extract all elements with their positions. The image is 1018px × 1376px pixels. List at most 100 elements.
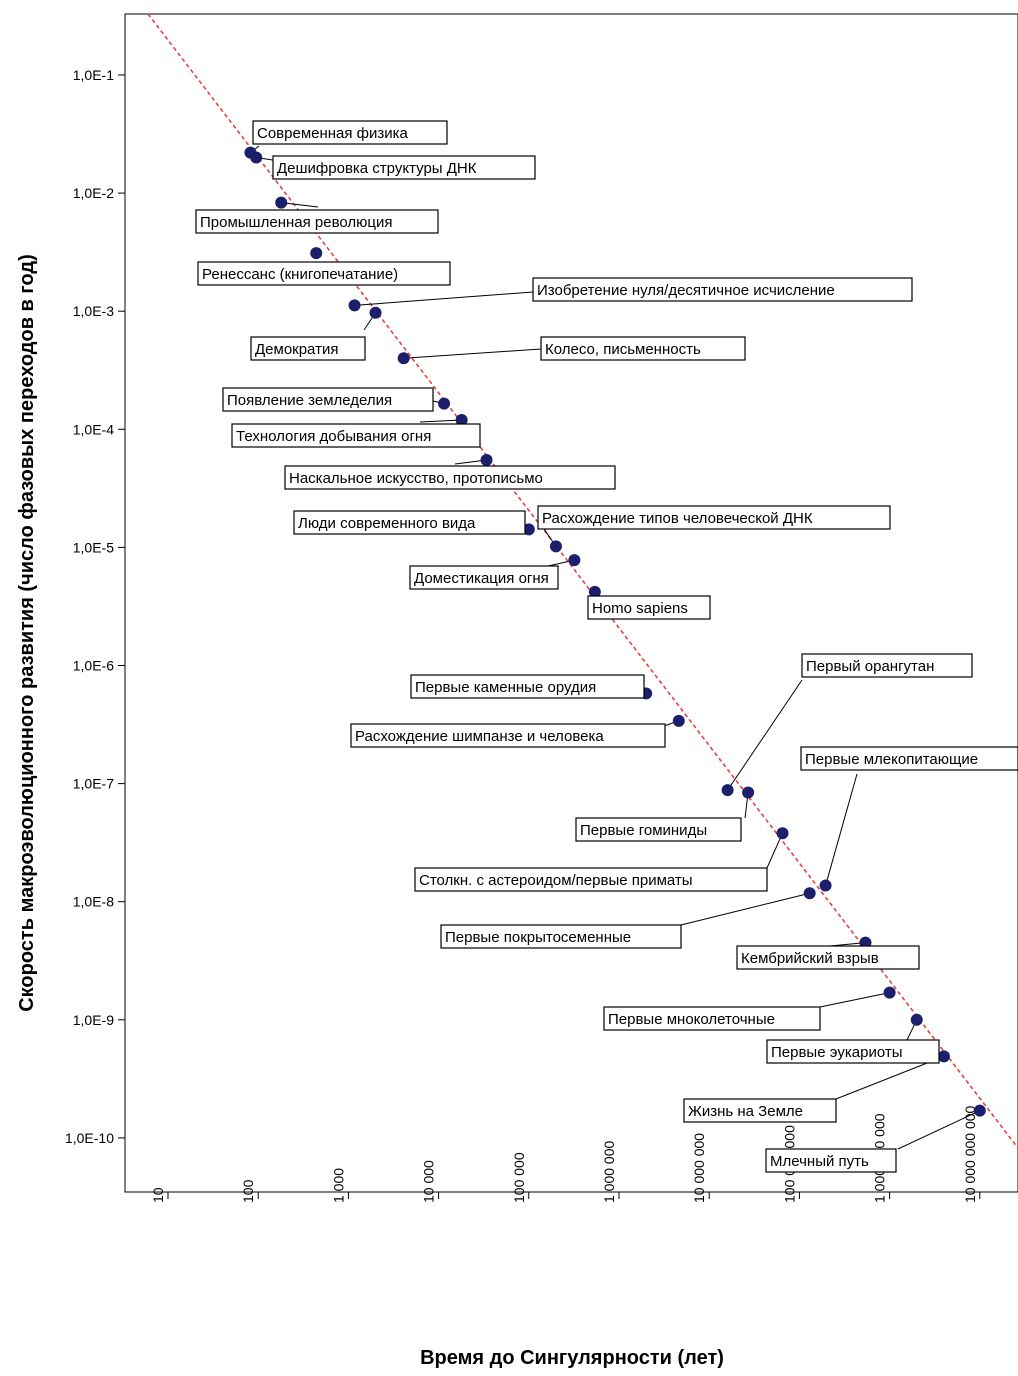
point-label: Первые каменные орудия (415, 679, 596, 696)
point-label: Расхождение шимпанзе и человека (355, 728, 604, 745)
y-tick-label: 1,0E-3 (73, 303, 114, 319)
data-point (480, 453, 493, 466)
point-label: Колесо, письменность (545, 341, 701, 358)
leader-line (897, 1110, 981, 1150)
point-label: Дешифровка структуры ДНК (277, 160, 477, 177)
data-point (369, 306, 382, 319)
trendline (147, 13, 1018, 1149)
leader-line (766, 833, 783, 869)
point-label-box (765, 1148, 897, 1173)
point-label: Промышленная революция (200, 214, 392, 231)
y-tick-label: 1,0E-9 (73, 1012, 114, 1028)
data-point (522, 523, 535, 536)
leader-line (403, 348, 542, 359)
point-label-box (231, 423, 481, 448)
point-label-box (410, 674, 645, 699)
data-point (742, 786, 755, 799)
y-tick-label: 1,0E-1 (73, 67, 114, 83)
point-label: Появление земледелия (227, 392, 392, 409)
leader-line (680, 892, 810, 926)
point-label-box (801, 653, 973, 678)
y-tick-label: 1,0E-6 (73, 658, 114, 674)
point-label-box (350, 723, 666, 748)
data-points (244, 146, 986, 1117)
data-point (937, 1050, 950, 1063)
x-tick-label: 1 000 (330, 1168, 346, 1203)
leader-line (354, 291, 534, 306)
point-label: Люди современного вида (298, 515, 476, 532)
point-label-box (440, 924, 682, 949)
point-labels: Современная физика Дешифровка структуры Д… (195, 120, 1018, 1173)
y-tick-label: 1,0E-10 (65, 1130, 114, 1146)
x-tick-label: 10 000 (421, 1160, 437, 1203)
point-label: Доместикация огня (414, 570, 549, 587)
point-label-box (414, 867, 768, 892)
point-label-box (293, 510, 526, 535)
y-tick-label: 1,0E-5 (73, 539, 114, 555)
point-label: Первые мноколеточные (608, 1011, 775, 1028)
x-tick-label: 100 000 (511, 1152, 527, 1203)
y-axis-title: Скорость макроэволюционного развития (чи… (16, 254, 38, 1012)
data-point (803, 887, 816, 900)
y-tick-label: 1,0E-4 (73, 421, 114, 437)
point-label-box (587, 595, 711, 620)
point-label: Современная физика (257, 125, 409, 142)
x-axis-title: Время до Сингулярности (лет) (420, 1347, 724, 1369)
y-tick-label: 1,0E-2 (73, 185, 114, 201)
point-label-box (766, 1039, 940, 1064)
x-tick-label: 10 000 000 000 (962, 1105, 978, 1203)
point-label: Первые покрытосеменные (445, 929, 631, 946)
point-label-box (683, 1098, 837, 1123)
data-point (438, 397, 451, 410)
point-label-box (540, 336, 746, 361)
data-point (348, 299, 361, 312)
x-tick-label: 10 000 000 (691, 1133, 707, 1203)
plot-frame (124, 13, 1018, 1193)
data-point (275, 196, 288, 209)
data-point (672, 714, 685, 727)
x-axis: 10 100 1 000 10 000 100 000 1 000 000 10 000 0… (150, 1105, 981, 1203)
point-label: Кембрийский взрыв (741, 950, 879, 967)
data-point (549, 540, 562, 553)
data-point (250, 151, 263, 164)
y-tick-label: 1,0E-8 (73, 894, 114, 910)
point-label-box (532, 277, 913, 302)
point-label: Млечный путь (770, 1153, 869, 1170)
point-label-box (736, 945, 920, 970)
trendline-path (147, 13, 1018, 1149)
point-label-box (197, 261, 451, 286)
point-label: Столкн. с астероидом/первые приматы (419, 872, 693, 889)
leader-line (281, 202, 319, 208)
x-tick-label: 100 (240, 1179, 256, 1203)
y-axis: 1,0E-1 1,0E-2 1,0E-3 1,0E-4 1,0E-5 1,0E-6 1,0E… (65, 67, 125, 1146)
point-label: Первые млекопитающие (805, 751, 978, 768)
data-point (588, 585, 601, 598)
point-label-box (603, 1006, 821, 1031)
point-label: Homo sapiens (592, 600, 688, 617)
data-point (883, 986, 896, 999)
point-label-box (222, 387, 434, 412)
point-label: Наскальное искусство, протописьмо (289, 470, 543, 487)
data-point (910, 1013, 923, 1026)
x-tick-label: 1 000 000 (601, 1141, 617, 1203)
leader-line (419, 419, 462, 423)
point-label: Расхождение типов человеческой ДНК (542, 510, 813, 527)
point-label-box (409, 565, 559, 590)
point-label: Первый орангутан (806, 658, 934, 675)
data-point (397, 352, 410, 365)
point-label-box (252, 120, 448, 145)
point-label-box (250, 336, 366, 361)
point-label-box (537, 505, 891, 530)
point-label: Демократия (255, 341, 338, 358)
point-label-box (195, 209, 439, 234)
point-label: Первые эукариоты (771, 1044, 903, 1061)
data-point (819, 879, 832, 892)
data-point (455, 413, 468, 426)
point-label-box (800, 746, 1018, 771)
x-tick-label: 10 (150, 1187, 166, 1203)
point-label-box (575, 817, 742, 842)
data-point (310, 247, 323, 260)
leader-line (727, 679, 803, 791)
point-label-box (284, 465, 616, 490)
